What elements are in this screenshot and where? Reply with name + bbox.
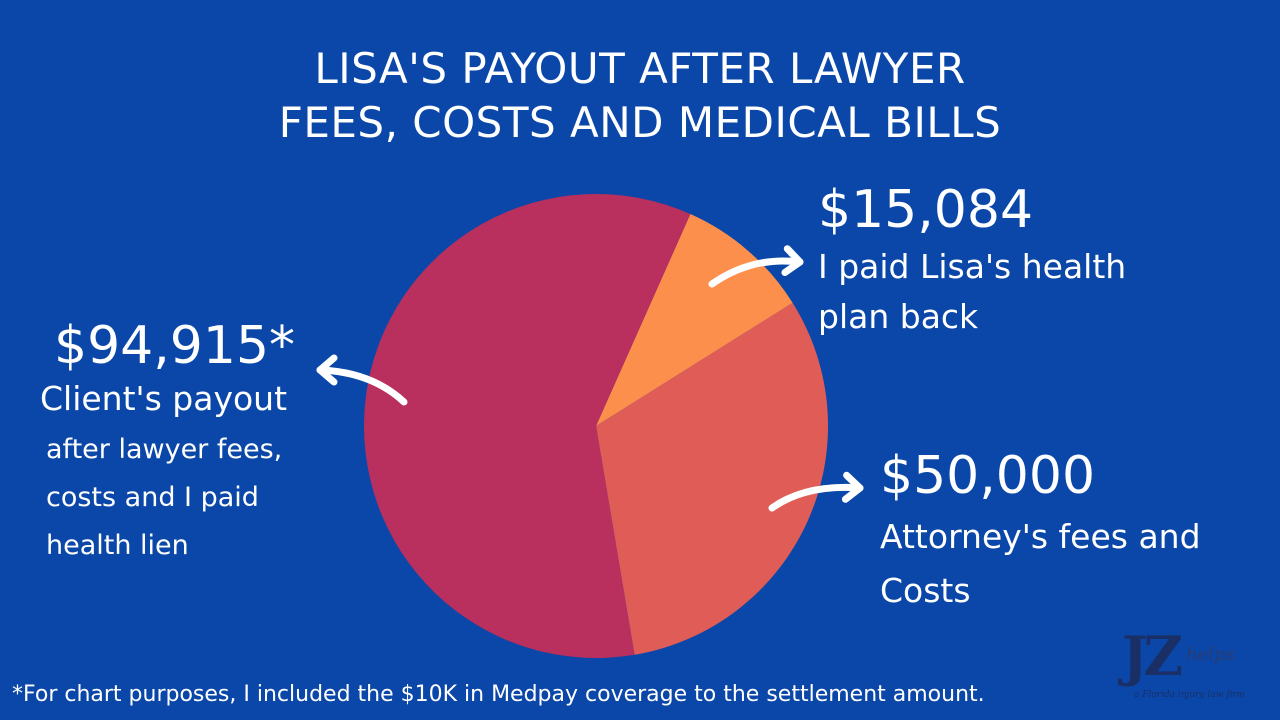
- health-plan-arrow: [708, 245, 804, 288]
- health-plan-desc-1: I paid Lisa's health: [818, 247, 1127, 286]
- attorney-fees-label: $50,000 Attorney's fees and Costs: [880, 446, 1201, 614]
- client-payout-slice: [363, 194, 691, 659]
- client-payout-desc: Client's payout: [40, 379, 288, 418]
- client-payout-arrow: [316, 354, 408, 406]
- client-payout-label: $94,915* Client's payout after lawyer fe…: [40, 316, 296, 566]
- attorney-fees-arrow: [768, 471, 864, 512]
- title-line-1: LISA'S PAYOUT AFTER LAWYER: [314, 44, 966, 93]
- health-plan-amount: $15,084: [818, 180, 1034, 240]
- health-plan-label: $15,084 I paid Lisa's health plan back: [818, 180, 1126, 340]
- health-plan-desc-2: plan back: [818, 297, 979, 336]
- client-payout-sub-3: health lien: [46, 530, 189, 561]
- title-line-2: FEES, COSTS AND MEDICAL BILLS: [278, 98, 1002, 147]
- attorney-fees-slice: [596, 302, 829, 655]
- logo-tagline: a Florida injury law firm: [1134, 690, 1246, 700]
- logo-mark: JZ: [1122, 624, 1183, 688]
- client-payout-sub-2: costs and I paid: [46, 482, 259, 513]
- firm-logo: JZ helps a Florida injury law firm: [1108, 624, 1268, 716]
- attorney-fees-amount: $50,000: [880, 446, 1096, 506]
- attorney-fees-desc-1: Attorney's fees and: [880, 517, 1201, 556]
- client-payout-amount: $94,915*: [54, 316, 296, 376]
- footnote: *For chart purposes, I included the $10K…: [12, 682, 985, 707]
- logo-word: helps: [1186, 644, 1235, 665]
- attorney-fees-desc-2: Costs: [880, 571, 971, 610]
- client-payout-sub-1: after lawyer fees,: [46, 434, 283, 465]
- chart-title: LISA'S PAYOUT AFTER LAWYER FEES, COSTS A…: [0, 42, 1280, 150]
